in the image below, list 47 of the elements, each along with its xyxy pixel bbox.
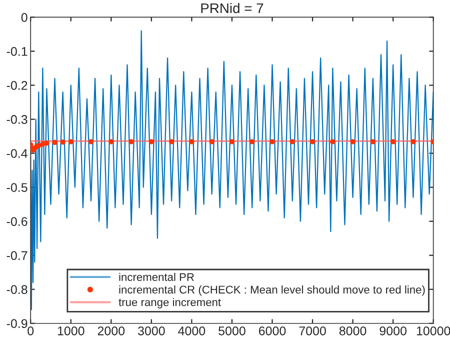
point — [330, 139, 336, 144]
point — [68, 139, 74, 144]
point — [250, 139, 255, 144]
point — [44, 140, 50, 146]
legend-label: incremental CR (CHECK : Mean level should move to red line) — [119, 285, 425, 296]
x-tick-label: 8000 — [339, 326, 366, 336]
point — [270, 139, 275, 144]
chart-title: PRNid = 7 — [201, 2, 264, 14]
y-tick-label: -0.3 — [6, 115, 28, 124]
point — [209, 139, 214, 144]
point — [310, 139, 316, 144]
point — [390, 139, 396, 144]
point — [370, 139, 376, 144]
point — [168, 139, 174, 144]
y-tick-label: -0.6 — [6, 217, 28, 226]
y-tick-label: -0.2 — [6, 81, 28, 90]
point — [189, 139, 194, 144]
y-tick-label: -0.1 — [6, 47, 28, 56]
point — [410, 139, 416, 144]
point — [128, 139, 134, 144]
x-tick-label: 2000 — [98, 326, 125, 336]
point — [60, 139, 66, 145]
point — [229, 139, 235, 144]
x-tick-label: 10000 — [416, 326, 450, 336]
y-tick-label: 0 — [21, 13, 28, 22]
point — [108, 139, 114, 144]
point — [148, 139, 154, 144]
x-tick-label: 9000 — [380, 326, 406, 336]
x-tick-label: 6000 — [258, 326, 286, 336]
point — [88, 139, 94, 144]
point — [52, 140, 58, 145]
x-tick-label: 4000 — [178, 326, 206, 336]
legend-label: true range increment — [118, 298, 221, 308]
point — [350, 139, 356, 144]
y-tick-label: -0.5 — [6, 183, 28, 192]
y-tick-label: -0.4 — [6, 149, 28, 158]
y-tick-label: -0.8 — [6, 285, 28, 294]
y-tick-label: -0.7 — [6, 251, 28, 260]
point — [290, 139, 295, 144]
x-tick-label: 5000 — [218, 326, 246, 336]
x-tick-label: 0 — [28, 326, 34, 336]
x-tick-label: 3000 — [138, 326, 165, 336]
y-tick-label: -0.9 — [6, 319, 28, 328]
x-tick-label: 1000 — [58, 326, 84, 336]
line-series — [30, 30, 434, 310]
legend-label: incremental PR — [119, 272, 194, 281]
x-tick-label: 7000 — [299, 326, 326, 336]
